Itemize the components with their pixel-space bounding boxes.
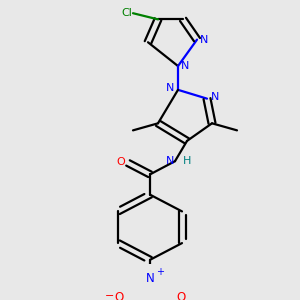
Text: H: H xyxy=(183,156,191,166)
Text: Cl: Cl xyxy=(122,8,132,18)
Text: +: + xyxy=(156,267,164,277)
Text: −: − xyxy=(105,291,115,300)
Text: O: O xyxy=(114,291,124,300)
Text: O: O xyxy=(117,157,125,167)
Text: N: N xyxy=(166,83,174,93)
Text: N: N xyxy=(146,272,154,285)
Text: O: O xyxy=(176,291,186,300)
Text: N: N xyxy=(166,156,174,166)
Text: N: N xyxy=(211,92,219,102)
Text: N: N xyxy=(200,34,208,45)
Text: N: N xyxy=(181,61,189,71)
